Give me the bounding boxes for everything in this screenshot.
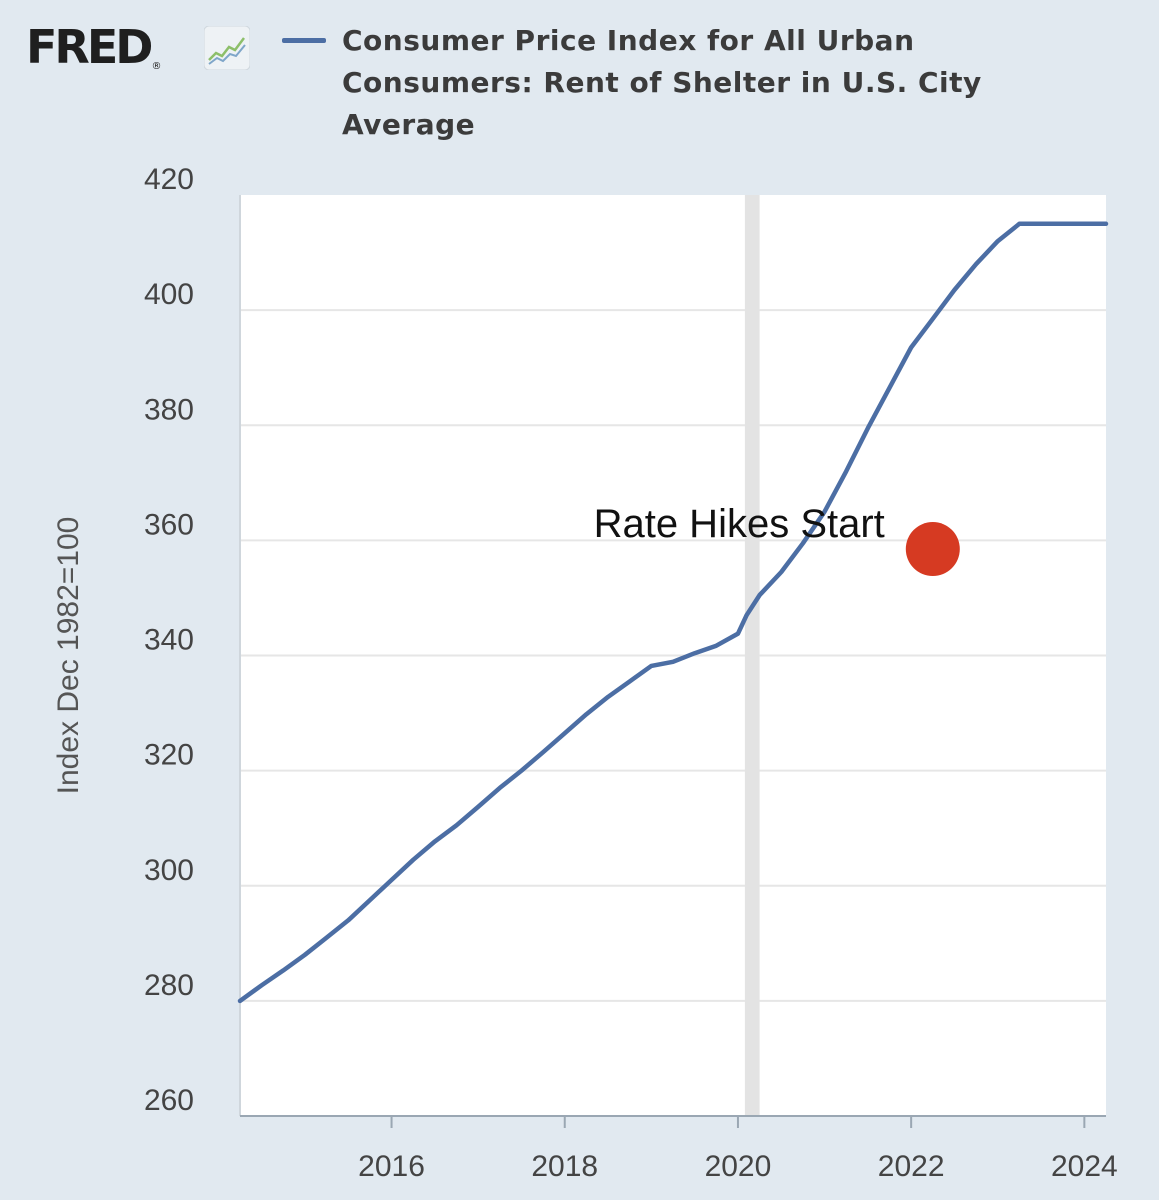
y-tick-label: 300	[144, 854, 194, 887]
x-tick-label: 2024	[1051, 1150, 1118, 1183]
rate-hike-label: Rate Hikes Start	[594, 502, 885, 546]
series-line	[237, 221, 1109, 1004]
trend-chart-icon	[204, 26, 250, 70]
y-tick-label: 320	[144, 739, 194, 772]
y-tick-label: 340	[144, 624, 194, 657]
y-tick-label: 380	[144, 393, 194, 426]
fred-logo[interactable]: FRED®	[26, 20, 250, 74]
rate-hike-marker[interactable]	[905, 522, 960, 577]
y-tick-label: 420	[144, 163, 194, 196]
chart-header: FRED® Consumer Price Index for All Urban…	[0, 0, 1159, 150]
y-tick-label: 260	[144, 1084, 194, 1117]
recession-band	[744, 195, 760, 1116]
x-tick-label: 2016	[358, 1150, 425, 1183]
x-tick-label: 2018	[531, 1150, 598, 1183]
y-tick-label: 400	[144, 278, 194, 311]
fred-logo-text: FRED	[26, 20, 153, 74]
x-tick-label: 2022	[878, 1150, 945, 1183]
chart-title: Consumer Price Index for All Urban Consu…	[342, 24, 982, 141]
y-tick-label: 360	[144, 508, 194, 541]
registered-mark: ®	[151, 61, 162, 72]
legend-series-swatch	[282, 38, 326, 43]
x-tick-label: 2020	[705, 1150, 772, 1183]
y-axis-title: Index Dec 1982=100	[52, 517, 85, 795]
y-tick-label: 280	[144, 969, 194, 1002]
